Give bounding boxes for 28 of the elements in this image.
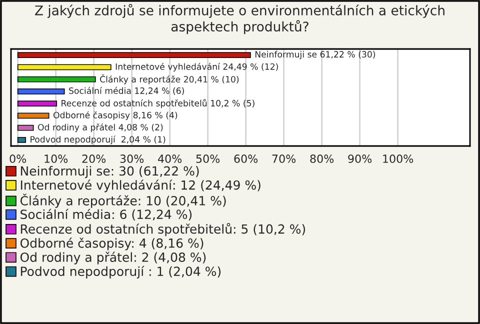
data-label: Od rodiny a přátel 4,08 % (2) xyxy=(38,123,163,132)
data-label: Neinformuji se 61,22 % (30) xyxy=(255,50,376,60)
x-tick-label: 70% xyxy=(272,154,296,163)
data-label: Podvod nepodporují 2,04 % (1) xyxy=(30,136,166,144)
data-label: Odborné časopisy 8,16 % (4) xyxy=(53,111,178,120)
legend-label: Internetové vyhledávání: 12 (24,49 %) xyxy=(20,180,260,192)
legend-label: Podvod nepodporují : 1 (2,04 %) xyxy=(20,266,221,278)
x-tick-label: 30% xyxy=(120,154,144,163)
legend-label: Články a reportáže: 10 (20,41 %) xyxy=(20,194,226,208)
legend-label: Recenze od ostatních spotřebitelů: 5 (10,2 %) xyxy=(20,222,306,236)
legend-label: Odborné časopisy: 4 (8,16 %) xyxy=(20,238,204,250)
x-tick-label: 100% xyxy=(383,154,414,163)
x-tick-label: 50% xyxy=(196,154,220,163)
legend-label: Od rodiny a přátel: 2 (4,08 %) xyxy=(20,252,206,264)
data-label: Internetové vyhledávání 24,49 % (12) xyxy=(116,62,278,72)
legend-label: Neinformuji se: 30 (61,22 %) xyxy=(20,166,199,178)
x-tick-label: 40% xyxy=(158,154,182,163)
x-tick-label: 80% xyxy=(310,154,334,163)
legend-label: Sociální média: 6 (12,24 %) xyxy=(20,208,192,221)
data-label: Recenze od ostatních spotřebitelů 10,2 % (5) xyxy=(62,99,254,108)
x-tick-label: 10% xyxy=(44,154,68,163)
data-label: Články a reportáže 20,41 % (10) xyxy=(100,74,239,84)
data-label: Sociální média 12,24 % (6) xyxy=(69,86,184,95)
chart-title: Z jakých zdrojů se informujete o environmentálních a etických aspektech produktů? xyxy=(35,4,444,34)
x-tick-label: 20% xyxy=(82,154,106,163)
x-tick-label: 60% xyxy=(234,154,258,163)
x-tick-label: 0% xyxy=(10,154,26,163)
x-tick-label: 90% xyxy=(348,154,372,163)
